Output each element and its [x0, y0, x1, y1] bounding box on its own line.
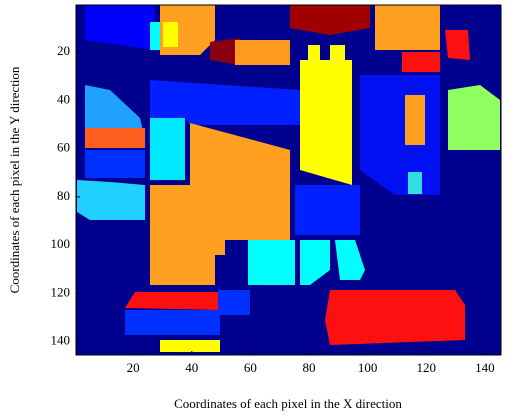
x-tick-label: 80: [303, 360, 316, 375]
x-tick-label: 120: [417, 360, 437, 375]
y-tick-label: 60: [57, 140, 70, 155]
x-tick-label: 60: [244, 360, 257, 375]
y-tick-label: 100: [51, 236, 71, 251]
y-tick-label: 120: [51, 284, 71, 299]
y-tick-label: 140: [51, 333, 71, 348]
y-tick-label: 20: [57, 43, 70, 58]
x-tick-label: 140: [475, 360, 495, 375]
x-axis-label: Coordinates of each pixel in the X direc…: [174, 396, 402, 411]
x-tick-label: 100: [358, 360, 378, 375]
y-tick-label: 40: [57, 91, 70, 106]
classification-map: [75, 4, 502, 356]
x-tick-label: 20: [127, 360, 140, 375]
x-tick-label: 40: [185, 360, 198, 375]
y-axis-label: Coordinates of each pixel in the Y direc…: [7, 66, 22, 293]
y-tick-label: 80: [57, 188, 70, 203]
